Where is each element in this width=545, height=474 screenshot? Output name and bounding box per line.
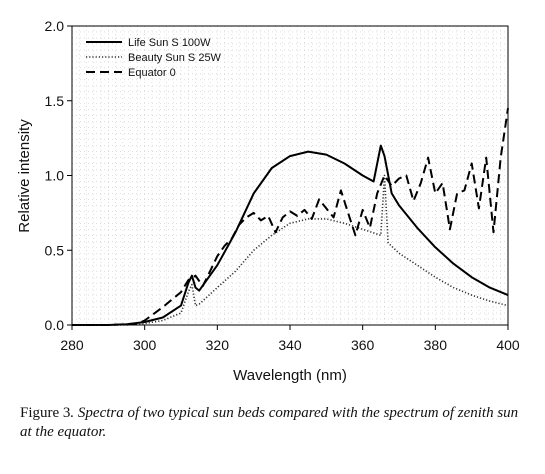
caption-text: . Spectra of two typical sun beds compar…	[20, 405, 519, 440]
y-tick-label: 0.0	[45, 317, 65, 333]
caption-figure-label: Figure 3	[20, 405, 71, 421]
x-axis-title: Wavelength (nm)	[233, 367, 347, 384]
legend: Life Sun S 100W Beauty Sun S 25W Equator 0	[86, 37, 222, 79]
y-tick-label: 1.0	[45, 168, 65, 184]
y-tick-label: 0.5	[45, 242, 65, 258]
x-tick-label: 280	[60, 337, 84, 353]
series-layer	[72, 108, 509, 326]
x-tick-label: 400	[496, 337, 520, 353]
legend-label: Life Sun S 100W	[128, 37, 211, 49]
y-tick-label: 1.5	[45, 93, 65, 109]
x-tick-label: 380	[424, 337, 448, 353]
series-line-1	[72, 144, 509, 326]
chart: 280 300 320 340 360 380 400 0.0 0.5 1.0 1.5 2.0 Lif…	[16, 18, 520, 384]
x-tick-label: 340	[278, 337, 302, 353]
x-tick-label: 320	[206, 337, 230, 353]
y-tick-label: 2.0	[45, 18, 65, 34]
series-line-3	[72, 108, 509, 326]
x-tick-label: 360	[351, 337, 375, 353]
ticks: 280 300 320 340 360 380 400 0.0 0.5 1.0 1.5 2.0	[45, 18, 520, 353]
y-axis-title: Relative intensity	[16, 119, 33, 233]
gridlines	[72, 26, 508, 325]
x-tick-label: 300	[133, 337, 157, 353]
series-line-2	[72, 174, 509, 326]
legend-label: Beauty Sun S 25W	[128, 52, 222, 64]
figure-caption: Figure 3. Spectra of two typical sun bed…	[20, 404, 530, 442]
legend-label: Equator 0	[128, 67, 176, 79]
